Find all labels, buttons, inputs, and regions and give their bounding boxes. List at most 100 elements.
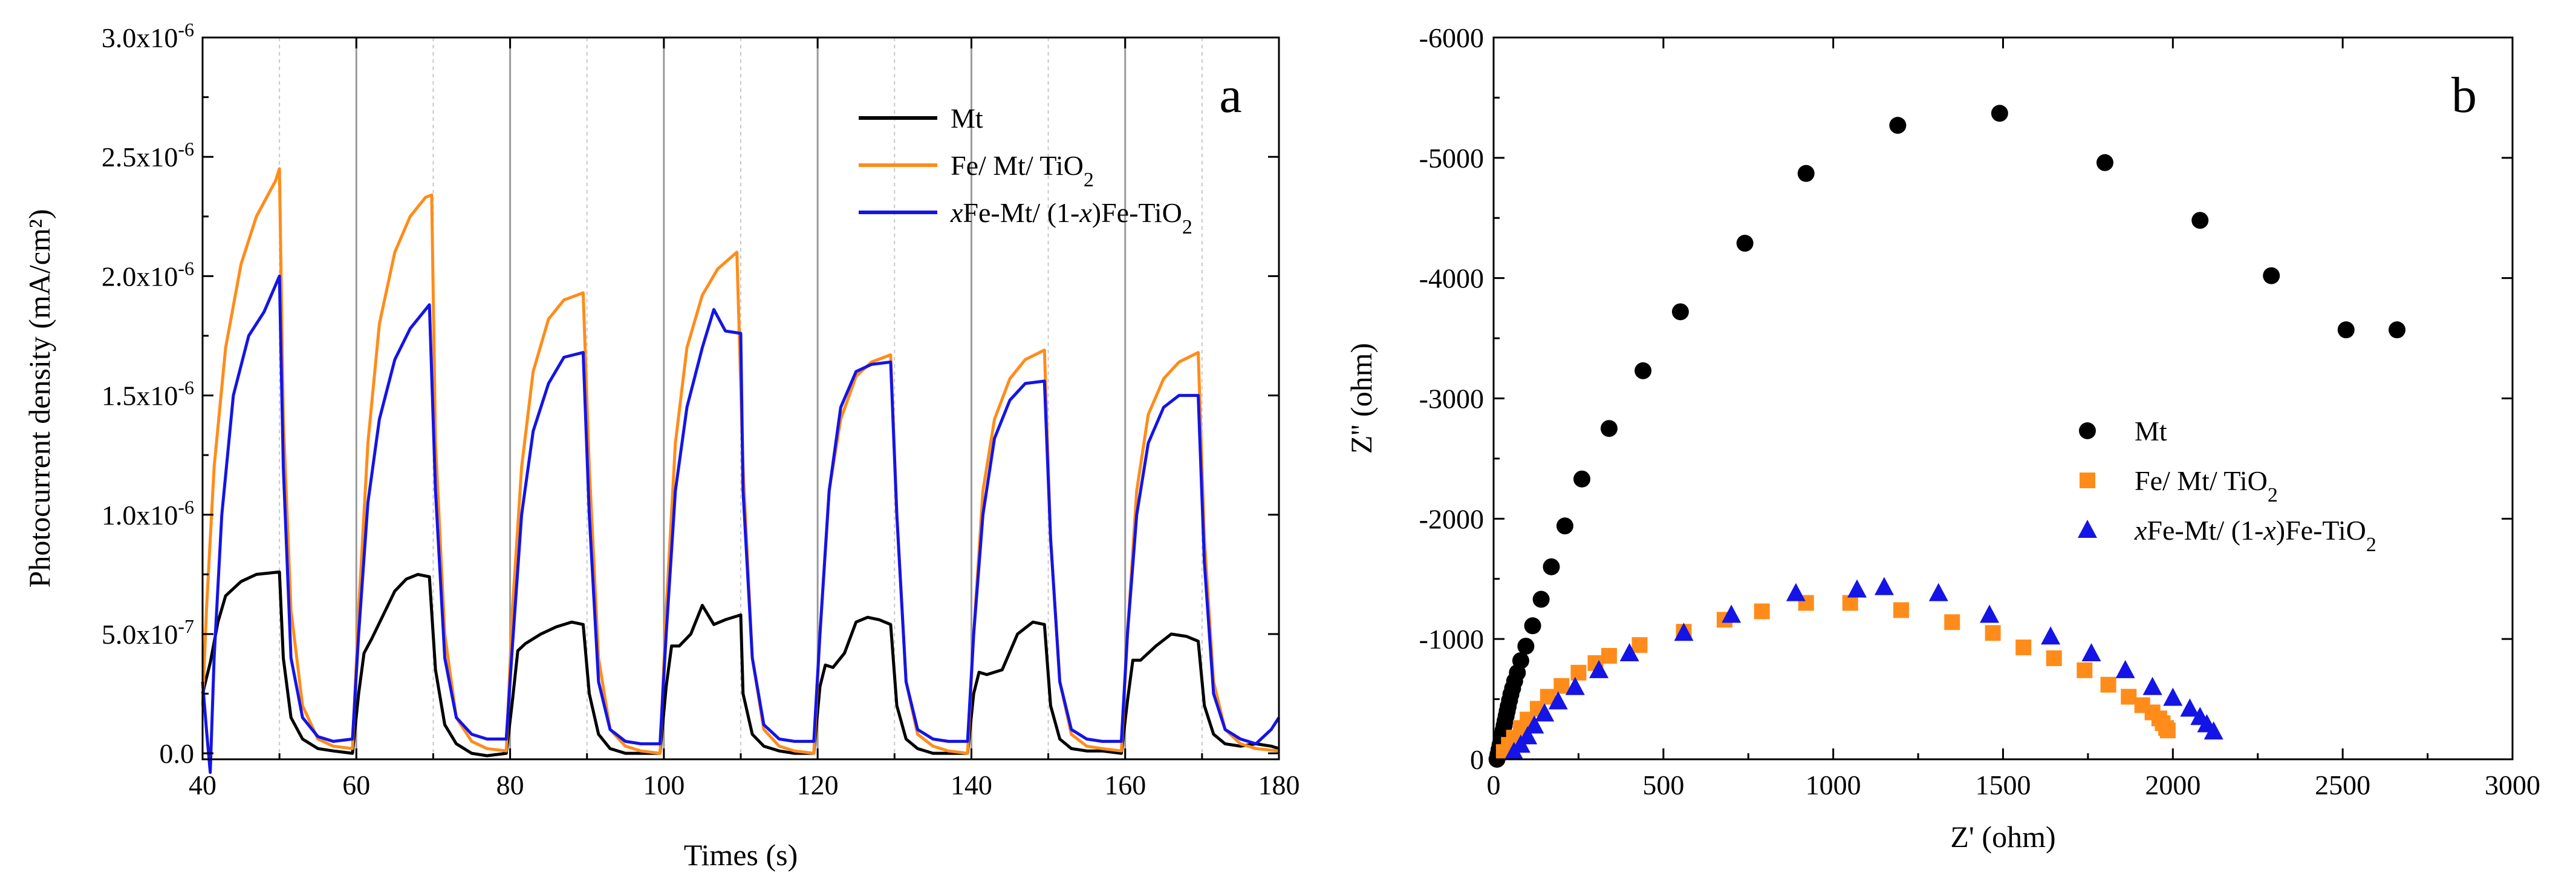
data-point-0 — [2191, 212, 2209, 229]
data-point-2 — [1674, 623, 1694, 641]
data-point-2 — [1619, 643, 1639, 662]
data-point-0 — [1736, 235, 1754, 252]
data-point-0 — [1512, 652, 1529, 669]
x-tick-label: 0 — [1487, 770, 1501, 800]
y-tick-label: -2000 — [1419, 503, 1484, 534]
y-tick-label: -1000 — [1419, 624, 1484, 655]
data-point-1 — [1570, 664, 1587, 681]
x-tick-label: 500 — [1642, 770, 1684, 800]
data-point-1 — [1944, 614, 1960, 630]
data-point-0 — [1556, 517, 1573, 535]
y-tick-label: -6000 — [1419, 22, 1484, 53]
data-point-2 — [2163, 687, 2183, 706]
data-point-1 — [2159, 722, 2176, 739]
data-point-1 — [2100, 676, 2116, 693]
data-point-0 — [1991, 105, 2008, 122]
y-tick-label: 5.0x10-7 — [102, 615, 194, 650]
x-tick-label: 180 — [1258, 770, 1300, 800]
data-point-2 — [1722, 604, 1742, 623]
legend-label-1: Fe/ Mt/ TiO2 — [2135, 465, 2278, 506]
legend-label-0: Mt — [2135, 416, 2167, 447]
y-axis-label: Z'' (ohm) — [1344, 343, 1378, 454]
x-tick-label: 60 — [342, 770, 370, 800]
data-point-1 — [2015, 639, 2032, 656]
x-tick-label: 140 — [951, 770, 992, 800]
legend-label-1: Fe/ Mt/ TiO2 — [951, 150, 1094, 191]
y-tick-label: -3000 — [1419, 384, 1484, 414]
y-tick-label: -5000 — [1419, 143, 1484, 174]
legend-label-2: xFe-Mt/ (1-x)Fe-TiO2 — [2134, 515, 2376, 556]
y-axis-label: Photocurrent density (mA/cm²) — [22, 209, 56, 588]
data-point-2 — [2142, 676, 2162, 695]
data-point-2 — [1786, 583, 1806, 601]
x-tick-label: 2500 — [2315, 770, 2370, 800]
data-point-1 — [1631, 637, 1648, 653]
data-point-2 — [1980, 604, 2000, 623]
data-point-2 — [2081, 643, 2101, 662]
data-point-0 — [1524, 617, 1541, 635]
data-point-1 — [1842, 595, 1858, 611]
data-point-2 — [1874, 577, 1894, 595]
data-point-1 — [1553, 678, 1570, 694]
data-point-0 — [1600, 420, 1618, 437]
x-tick-label: 160 — [1104, 770, 1146, 800]
data-point-2 — [1847, 579, 1867, 598]
data-point-2 — [2115, 659, 2135, 678]
legend-swatch-1 — [2080, 473, 2095, 488]
y-tick-label: 2.5x10-6 — [102, 138, 194, 172]
x-tick-label: 120 — [797, 770, 839, 800]
y-tick-label: 1.5x10-6 — [102, 377, 194, 411]
data-point-0 — [1543, 558, 1560, 575]
x-tick-label: 2000 — [2145, 770, 2200, 800]
data-point-0 — [2337, 321, 2355, 339]
data-point-2 — [1928, 583, 1948, 601]
data-point-2 — [2204, 721, 2223, 740]
data-point-0 — [1671, 303, 1689, 321]
data-point-2 — [1589, 659, 1609, 678]
data-point-0 — [1889, 117, 1907, 134]
x-axis-label: Z' (ohm) — [1950, 820, 2055, 854]
data-point-2 — [1535, 703, 1555, 722]
x-tick-label: 1000 — [1806, 770, 1861, 800]
series-line-0 — [201, 570, 1280, 757]
data-point-1 — [1754, 603, 1770, 620]
data-point-2 — [1518, 726, 1538, 745]
y-tick-label: 0.0 — [160, 738, 195, 769]
legend-swatch-2 — [2078, 520, 2097, 538]
x-tick-label: 1500 — [1976, 770, 2031, 800]
data-point-2 — [1548, 691, 1568, 710]
x-tick-label: 80 — [496, 770, 524, 800]
data-point-1 — [1893, 602, 1909, 618]
data-point-1 — [1601, 648, 1617, 664]
x-tick-label: 100 — [643, 770, 685, 800]
data-point-2 — [1565, 676, 1585, 695]
y-tick-label: 0 — [1470, 744, 1484, 775]
y-tick-label: 2.0x10-6 — [102, 257, 194, 292]
legend-label-2: xFe-Mt/ (1-x)Fe-TiO2 — [950, 197, 1192, 238]
legend-swatch-0 — [2079, 422, 2096, 439]
data-point-2 — [2180, 698, 2200, 717]
data-point-0 — [1634, 362, 1652, 379]
data-point-0 — [2263, 267, 2280, 284]
x-tick-label: 3000 — [2485, 770, 2540, 800]
data-point-2 — [1524, 715, 1544, 734]
data-point-0 — [1517, 638, 1535, 655]
panel-a-photocurrent: 40 60 80 100 120 140 160 180 0.0 5.0x10-7 1.0x10-6… — [22, 19, 1300, 872]
series-line-2 — [201, 274, 1281, 774]
y-tick-label: -4000 — [1419, 263, 1484, 294]
data-point-0 — [1573, 470, 1591, 488]
panel-b-nyquist: 0 500 1000 1500 2000 2500 3000 0 -1000 -2000 -3000… — [1344, 22, 2540, 854]
data-point-1 — [2046, 650, 2062, 666]
x-tick-label: 40 — [189, 770, 216, 800]
x-axis-label: Times (s) — [684, 838, 798, 872]
data-point-0 — [1797, 165, 1815, 182]
y-tick-label: 1.0x10-6 — [102, 496, 194, 531]
data-point-1 — [2121, 689, 2137, 705]
series-line-1 — [201, 167, 1280, 755]
panel-letter-b: b — [2451, 67, 2477, 123]
data-point-0 — [2389, 321, 2406, 339]
legend-label-0: Mt — [951, 103, 983, 134]
data-point-1 — [1985, 625, 2001, 641]
data-point-0 — [2096, 154, 2113, 171]
